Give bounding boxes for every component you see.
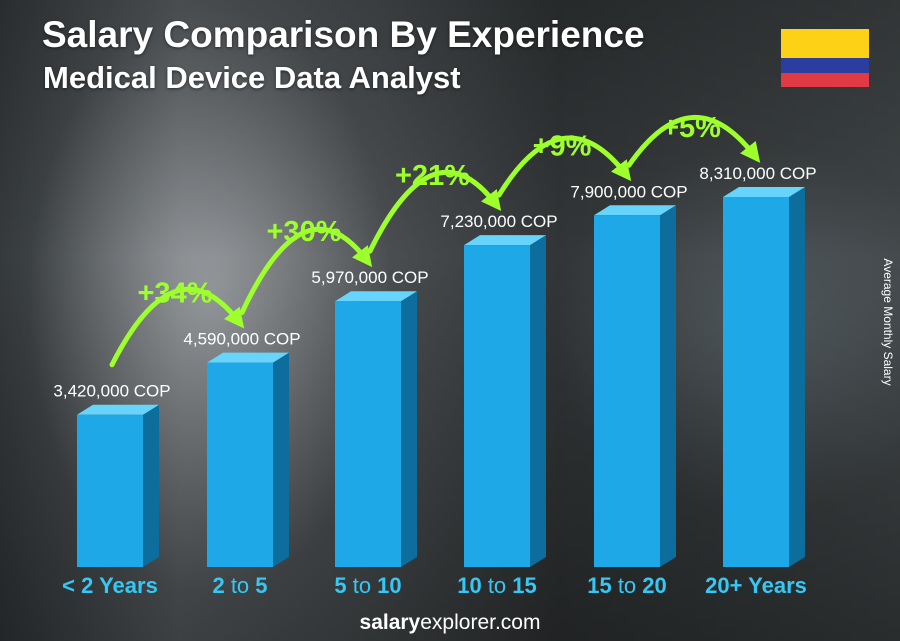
bar-0 (77, 414, 143, 567)
value-label-0: 3,420,000 COP (53, 382, 170, 401)
bar-1 (207, 362, 273, 567)
chart-subtitle: Medical Device Data Analyst (43, 60, 461, 95)
growth-arrow-3 (496, 135, 632, 198)
category-label-0: < 2 Years (62, 573, 158, 598)
bar-side-1 (273, 352, 289, 567)
chart-title: Salary Comparison By Experience (42, 14, 645, 55)
growth-label-0: +34% (138, 278, 213, 310)
growth-label-3: +9% (533, 130, 592, 162)
flag-stripe-yellow (781, 29, 869, 58)
bar-top-5 (723, 187, 805, 197)
bar-top-2 (335, 291, 417, 302)
growth-label-1: +30% (267, 216, 342, 248)
bar-top-3 (464, 235, 546, 246)
growth-arrow-2 (367, 169, 502, 254)
growth-arrow-1 (239, 226, 373, 316)
brand-regular-text: explorer.com (420, 611, 541, 634)
bar-side-2 (401, 291, 417, 567)
value-label-2: 5,970,000 COP (311, 268, 428, 287)
category-label-1: 2 to 5 (212, 573, 267, 598)
bar-side-5 (789, 187, 805, 567)
growth-arrows-group (109, 115, 761, 368)
growth-arrow-0 (109, 286, 245, 368)
value-label-5: 8,310,000 COP (699, 164, 816, 183)
value-label-1: 4,590,000 COP (183, 330, 300, 349)
category-label-4: 15 to 20 (587, 573, 667, 598)
bar-side-3 (530, 235, 546, 567)
bar-2 (335, 301, 401, 567)
growth-arrow-4 (626, 115, 761, 168)
value-label-4: 7,900,000 COP (570, 182, 687, 201)
bar-top-4 (594, 205, 676, 216)
flag-stripe-red (781, 73, 869, 87)
growth-label-4: +5% (662, 112, 721, 144)
bar-side-0 (143, 404, 159, 567)
colombia-flag-icon (781, 29, 869, 87)
bar-3 (464, 245, 530, 567)
bars-group (77, 187, 805, 567)
labels-group: 3,420,000 COP < 2 Years 4,590,000 COP 2 to … (53, 112, 816, 598)
bar-top-0 (77, 404, 159, 415)
category-label-3: 10 to 15 (457, 573, 537, 598)
brand-bold-text: salary (359, 611, 421, 634)
flag-stripe-blue (781, 58, 869, 73)
bar-4 (594, 215, 660, 567)
bar-5 (723, 197, 789, 567)
footer-brand[interactable]: salaryexplorer.com (0, 611, 900, 635)
y-axis-label: Average Monthly Salary (881, 258, 895, 386)
value-label-3: 7,230,000 COP (440, 212, 557, 231)
growth-label-2: +21% (395, 160, 470, 192)
bar-top-1 (207, 352, 289, 363)
category-label-2: 5 to 10 (334, 573, 401, 598)
category-label-5: 20+ Years (705, 573, 807, 598)
bar-side-4 (660, 205, 676, 567)
